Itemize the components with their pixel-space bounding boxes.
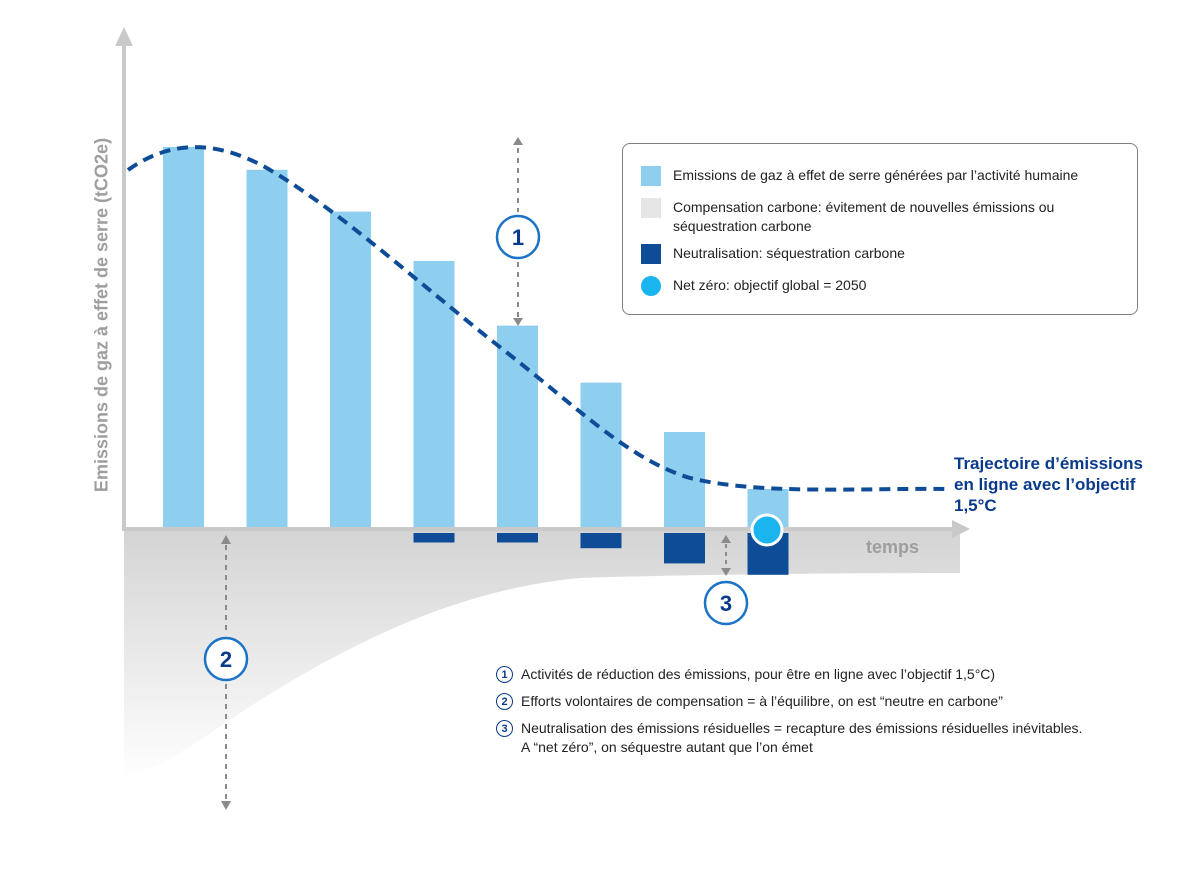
legend-label-net-zero: Net zéro: objectif global = 2050 [673,277,867,293]
marker-1-arrow-down [513,318,523,326]
legend: Emissions de gaz à effet de serre généré… [622,143,1138,315]
marker-2-arrow-down [221,801,231,810]
neutralisation-swatch [641,244,661,264]
note-1-number: 1 [496,666,513,683]
emissions-bar-3 [330,211,371,527]
note-2: 2 Efforts volontaires de compensation = … [496,692,1176,711]
legend-item-net-zero: Net zéro: objectif global = 2050 [641,276,866,296]
notes: 1 Activités de réduction des émissions, … [496,665,1176,765]
y-axis-label: Emissions de gaz à effet de serre (tCO2e… [91,137,112,493]
marker-2-arrow-up [221,535,231,544]
trajectory-label: Trajectoire d’émissions en ligne avec l’… [954,454,1143,515]
legend-label-emissions: Emissions de gaz à effet de serre généré… [673,167,1079,183]
x-axis-arrow [952,520,970,538]
legend-item-compensation: Compensation carbone: évitement de nouve… [641,198,1113,236]
emissions-bar-4 [413,261,455,527]
emissions-bar-7 [664,432,705,527]
net-zero-dot [750,513,784,547]
note-1: 1 Activités de réduction des émissions, … [496,665,1176,684]
svg-text:1: 1 [512,225,524,250]
marker-1-arrow-up [513,137,523,145]
marker-3-arrow-down [721,568,731,576]
compensation-area [124,530,960,780]
svg-text:3: 3 [720,591,732,616]
note-2-number: 2 [496,693,513,710]
net-zero-swatch [641,276,661,296]
note-2-text: Efforts volontaires de compensation = à … [521,693,1003,709]
marker-3: 3 [703,580,749,626]
compensation-swatch [641,198,661,218]
emissions-bar-5 [497,325,538,527]
note-3: 3 Neutralisation des émissions résiduell… [496,719,1176,757]
note-3-number: 3 [496,720,513,737]
emissions-bar-1 [163,147,204,527]
neutralisation-bar-4 [413,533,455,543]
emissions-bar-6 [580,382,622,527]
legend-label-compensation: Compensation carbone: évitement de nouve… [673,199,1055,234]
x-axis-label: temps [866,537,920,557]
marker-3-arrow-up [721,535,731,543]
neutralisation-bar-6 [580,533,622,549]
trajectory-curve [126,145,946,492]
marker-1: 1 [495,214,541,260]
legend-label-neutralisation: Neutralisation: séquestration carbone [673,245,905,261]
neutralisation-bar-5 [497,533,538,543]
legend-item-neutralisation: Neutralisation: séquestration carbone [641,244,905,264]
bars-layer [163,147,789,575]
emissions-bar-2 [246,169,288,528]
note-1-text: Activités de réduction des émissions, po… [521,666,996,682]
neutralisation-bar-7 [664,533,705,564]
svg-text:2: 2 [220,647,232,672]
emissions-swatch [641,166,661,186]
legend-item-emissions: Emissions de gaz à effet de serre généré… [641,166,1078,186]
y-axis-arrow [115,27,133,46]
marker-2: 2 [203,636,249,682]
note-3-text: Neutralisation des émissions résiduelles… [521,720,1083,755]
